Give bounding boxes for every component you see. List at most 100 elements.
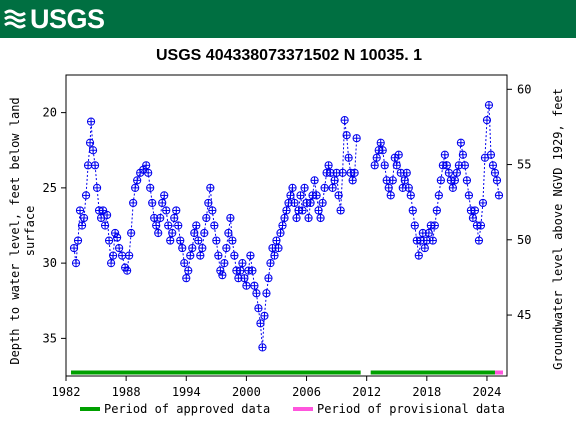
x-tick-label: 2024: [473, 385, 502, 399]
data-point: [184, 266, 193, 275]
data-point: [250, 281, 259, 290]
data-point: [456, 138, 465, 147]
data-point: [272, 236, 281, 245]
data-point: [306, 198, 315, 208]
left-y-tick-label: 20: [43, 106, 57, 120]
data-point: [85, 138, 95, 147]
data-point: [188, 243, 197, 253]
data-point: [152, 221, 161, 230]
data-point: [178, 243, 187, 253]
data-point: [115, 243, 124, 253]
data-point: [180, 259, 189, 268]
data-point: [410, 221, 419, 230]
data-point: [340, 116, 349, 125]
data-point: [104, 236, 114, 245]
data-point: [226, 213, 235, 223]
legend-approved-label: Period of approved data: [104, 402, 270, 416]
data-point: [404, 183, 413, 192]
data-point: [73, 236, 83, 245]
data-point: [186, 251, 195, 260]
data-point: [370, 161, 379, 170]
data-point: [276, 228, 285, 238]
data-point: [98, 206, 108, 215]
data-point: [256, 319, 265, 328]
data-point: [174, 221, 183, 230]
data-point: [190, 228, 199, 238]
data-point: [300, 183, 309, 192]
left-y-axis-label-line1: Depth to water level, feet below land: [8, 97, 22, 364]
data-point: [77, 221, 87, 230]
data-point: [488, 161, 498, 170]
data-point: [328, 183, 337, 192]
data-point: [278, 221, 287, 230]
data-point: [318, 198, 327, 208]
data-point: [196, 251, 205, 260]
right-y-tick-label: 55: [517, 158, 531, 172]
data-point: [224, 228, 233, 238]
data-point: [75, 206, 85, 215]
data-point: [312, 191, 321, 200]
data-point: [170, 213, 179, 223]
data-point: [230, 251, 239, 260]
data-point: [202, 213, 211, 223]
data-point: [125, 251, 134, 260]
data-point: [468, 213, 478, 223]
data-point: [148, 198, 157, 208]
data-point: [384, 183, 393, 192]
data-point: [394, 150, 403, 159]
data-point: [212, 236, 221, 245]
data-point: [258, 343, 267, 352]
water-level-points: [69, 101, 504, 352]
usgs-logo[interactable]: USGS: [4, 0, 105, 38]
data-point: [194, 236, 203, 245]
data-point: [262, 289, 271, 298]
chart-title: USGS 404338073371502 N 10035. 1: [156, 47, 422, 64]
data-point: [160, 191, 169, 200]
data-point: [129, 198, 138, 208]
data-point: [414, 251, 423, 260]
data-point: [136, 168, 145, 177]
data-point: [81, 191, 91, 200]
data-point: [156, 213, 165, 223]
data-point: [298, 206, 307, 215]
data-point: [458, 150, 467, 159]
data-point: [292, 213, 301, 223]
data-point: [402, 168, 411, 177]
data-point: [198, 243, 207, 253]
data-point: [482, 116, 492, 125]
data-point: [378, 146, 387, 155]
data-point: [314, 206, 323, 215]
usgs-banner: USGS: [0, 0, 576, 38]
data-point: [316, 213, 325, 223]
data-point: [348, 176, 357, 185]
data-point: [242, 281, 251, 290]
data-point: [344, 153, 353, 162]
data-point: [424, 228, 433, 238]
data-point: [460, 161, 470, 170]
data-point: [131, 183, 140, 192]
data-point: [260, 311, 269, 320]
x-tick-label: 2018: [412, 385, 441, 399]
data-point: [252, 289, 261, 298]
data-point: [288, 183, 297, 192]
data-point: [432, 206, 441, 215]
data-point: [200, 228, 209, 238]
right-y-tick-label: 50: [517, 233, 531, 247]
data-point: [282, 206, 291, 215]
data-point: [79, 213, 89, 223]
data-point: [320, 183, 329, 192]
data-point: [388, 176, 397, 185]
data-point: [240, 274, 249, 283]
data-point: [380, 161, 389, 170]
data-point: [127, 228, 136, 238]
data-point: [142, 161, 151, 170]
data-point: [280, 213, 289, 223]
data-point: [264, 274, 273, 283]
data-point: [123, 266, 132, 275]
groundwater-chart: USGS 404338073371502 N 10035. 1 1982 1988…: [8, 47, 565, 416]
data-point: [246, 251, 255, 260]
data-point: [274, 243, 283, 253]
data-point: [154, 228, 163, 238]
data-point: [484, 101, 494, 110]
data-point: [428, 236, 437, 245]
